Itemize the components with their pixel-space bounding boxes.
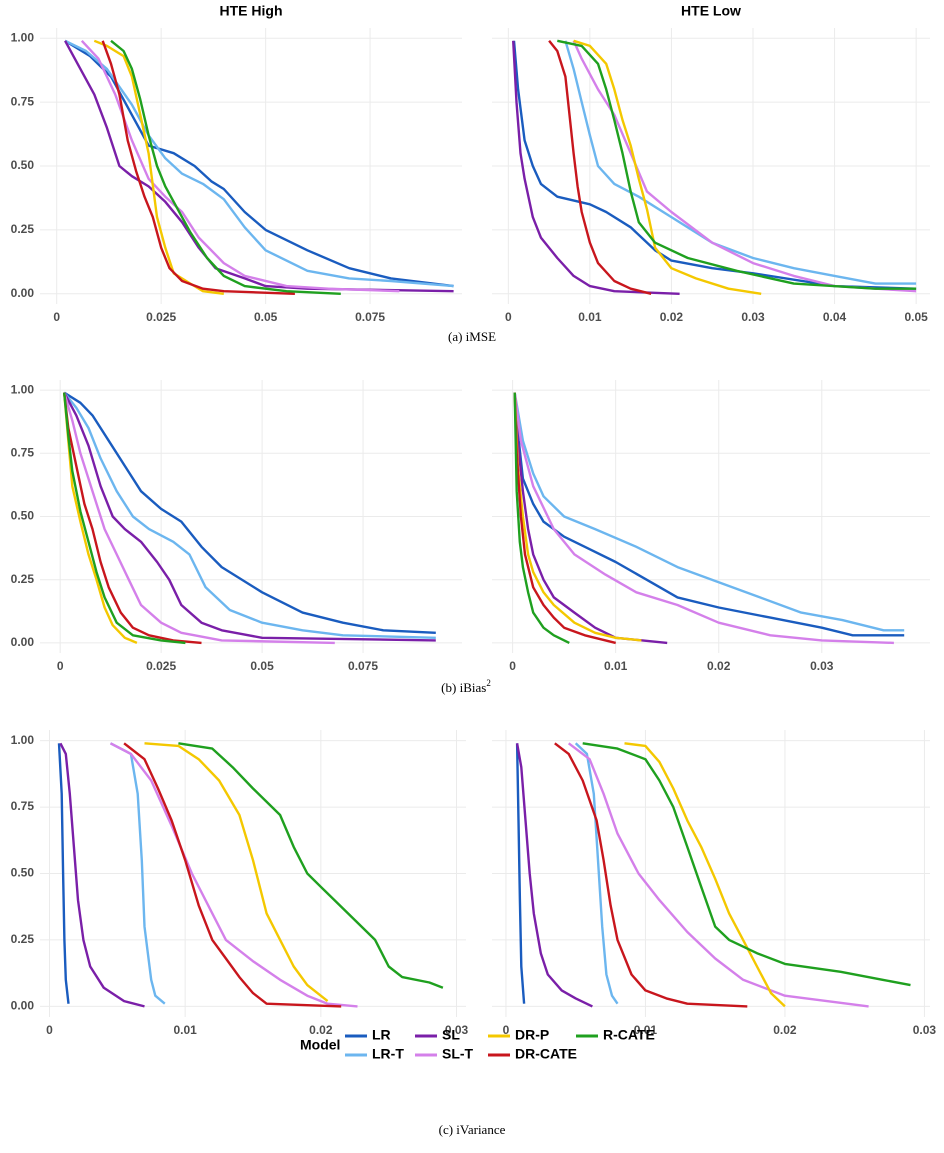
x-tick-label: 0 bbox=[509, 659, 516, 673]
x-tick-label: 0.02 bbox=[309, 1023, 333, 1037]
series-line bbox=[64, 40, 454, 293]
series-line bbox=[63, 391, 436, 634]
x-tick-label: 0 bbox=[53, 310, 60, 324]
series-line bbox=[554, 742, 748, 1008]
series-line bbox=[123, 742, 342, 1008]
legend-label: LR bbox=[372, 1027, 391, 1043]
y-tick-label: 0.25 bbox=[11, 222, 35, 236]
series-line bbox=[63, 391, 436, 639]
x-tick-label: 0.01 bbox=[173, 1023, 197, 1037]
y-tick-label: 0.25 bbox=[11, 932, 35, 946]
y-tick-label: 0.75 bbox=[11, 445, 35, 459]
series-line bbox=[567, 742, 869, 1008]
series-line bbox=[63, 392, 335, 645]
y-tick-label: 0.25 bbox=[11, 572, 35, 586]
series-line bbox=[513, 392, 642, 642]
x-tick-label: 0.01 bbox=[604, 659, 628, 673]
x-tick-label: 0.03 bbox=[741, 310, 765, 324]
x-tick-label: 0.02 bbox=[707, 659, 731, 673]
caption-sup: 2 bbox=[486, 678, 491, 688]
series-line bbox=[109, 742, 358, 1008]
y-tick-label: 0.50 bbox=[11, 866, 35, 880]
series-line bbox=[624, 742, 786, 1008]
series-line bbox=[513, 392, 905, 637]
x-tick-label: 0.075 bbox=[355, 310, 385, 324]
series-line bbox=[63, 392, 202, 645]
x-tick-label: 0.02 bbox=[773, 1023, 797, 1037]
series-line bbox=[63, 392, 186, 645]
legend-label: DR-P bbox=[515, 1027, 549, 1043]
y-tick-label: 0.00 bbox=[11, 635, 35, 649]
x-tick-label: 0 bbox=[46, 1023, 53, 1037]
legend-label: DR-CATE bbox=[515, 1046, 577, 1062]
y-tick-label: 1.00 bbox=[11, 733, 35, 747]
series-line bbox=[80, 39, 400, 293]
x-tick-label: 0.05 bbox=[250, 659, 274, 673]
series-line bbox=[57, 743, 70, 1004]
x-tick-label: 0 bbox=[505, 310, 512, 324]
x-tick-label: 0.025 bbox=[146, 310, 176, 324]
series-line bbox=[110, 39, 341, 295]
series-line bbox=[513, 392, 570, 644]
x-tick-label: 0 bbox=[57, 659, 64, 673]
caption: (c) iVariance bbox=[439, 1122, 506, 1137]
series-line bbox=[574, 742, 619, 1005]
series-line bbox=[109, 742, 166, 1005]
y-tick-label: 1.00 bbox=[11, 382, 35, 396]
series-line bbox=[557, 39, 917, 290]
legend-title: Model bbox=[300, 1037, 340, 1053]
x-tick-label: 0 bbox=[503, 1023, 510, 1037]
x-tick-label: 0.01 bbox=[634, 1023, 658, 1037]
series-line bbox=[572, 40, 917, 293]
x-tick-label: 0.03 bbox=[445, 1023, 469, 1037]
x-tick-label: 0.075 bbox=[348, 659, 378, 673]
series-line bbox=[101, 40, 295, 295]
series-line bbox=[513, 392, 894, 645]
series-line bbox=[512, 40, 680, 295]
series-line bbox=[548, 40, 652, 295]
series-line bbox=[513, 392, 905, 632]
y-tick-label: 0.75 bbox=[11, 94, 35, 108]
series-line bbox=[178, 742, 444, 989]
y-tick-label: 0.50 bbox=[11, 509, 35, 523]
legend-label: SL-T bbox=[442, 1046, 474, 1062]
caption: (b) iBias2 bbox=[441, 678, 491, 695]
x-tick-label: 0.05 bbox=[254, 310, 278, 324]
x-tick-label: 0.025 bbox=[146, 659, 176, 673]
series-line bbox=[59, 742, 145, 1008]
series-line bbox=[515, 743, 526, 1004]
caption-text: (b) iBias bbox=[441, 680, 486, 695]
series-line bbox=[582, 742, 911, 987]
series-line bbox=[573, 39, 762, 295]
y-tick-label: 0.75 bbox=[11, 799, 35, 813]
legend-label: SL bbox=[442, 1027, 460, 1043]
series-line bbox=[64, 39, 454, 288]
y-tick-label: 0.00 bbox=[11, 286, 35, 300]
legend-label: R-CATE bbox=[603, 1027, 655, 1043]
caption: (a) iMSE bbox=[448, 329, 496, 344]
series-line bbox=[513, 392, 668, 645]
y-tick-label: 0.50 bbox=[11, 158, 35, 172]
series-line bbox=[144, 742, 329, 1003]
y-tick-label: 1.00 bbox=[11, 30, 35, 44]
x-tick-label: 0.03 bbox=[810, 659, 834, 673]
x-tick-label: 0.04 bbox=[823, 310, 847, 324]
series-line bbox=[515, 743, 593, 1008]
series-line bbox=[63, 392, 436, 642]
panel-title: HTE High bbox=[220, 3, 283, 19]
x-tick-label: 0.05 bbox=[904, 310, 928, 324]
panel-title: HTE Low bbox=[681, 3, 741, 19]
x-tick-label: 0.01 bbox=[578, 310, 602, 324]
x-tick-label: 0.02 bbox=[660, 310, 684, 324]
series-line bbox=[564, 40, 917, 285]
x-tick-label: 0.03 bbox=[913, 1023, 937, 1037]
legend-label: LR-T bbox=[372, 1046, 404, 1062]
series-line bbox=[64, 39, 454, 288]
series-line bbox=[513, 392, 616, 645]
y-tick-label: 0.00 bbox=[11, 999, 35, 1013]
